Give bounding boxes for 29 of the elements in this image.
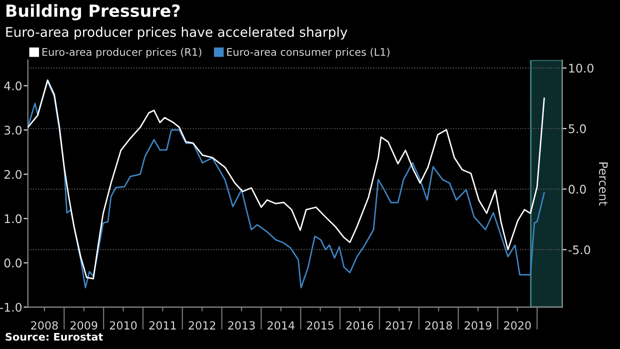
x-tick-label: 2009 <box>70 321 98 330</box>
x-tick-label: 2015 <box>307 321 334 330</box>
y-tick-label: 0.0 <box>4 258 22 268</box>
chart-subtitle: Euro-area producer prices have accelerated sharply <box>6 26 348 40</box>
x-tick-label: 2017 <box>386 321 412 330</box>
legend-label: Euro-area consumer prices (L1) <box>227 48 390 58</box>
y2-tick-label: -5.0 <box>568 245 590 254</box>
legend-label: Euro-area producer prices (R1) <box>42 48 202 58</box>
x-tick-label: 2020 <box>504 321 531 330</box>
x-tick-label: 2011 <box>149 321 176 330</box>
y2-tick-label: 10.0 <box>569 64 594 73</box>
x-tick-label: 2008 <box>31 321 58 330</box>
y-tick-label: 1.0 <box>4 214 22 224</box>
y-tick-label: 3.0 <box>4 126 22 135</box>
x-tick-label: 2016 <box>346 321 374 330</box>
y-tick-label: 4.0 <box>4 81 22 90</box>
y-tick-label: -1.0 <box>0 302 22 312</box>
x-tick-label: 2019 <box>464 321 492 330</box>
y2-tick-label: 5.0 <box>568 124 586 134</box>
x-tick-label: 2013 <box>228 321 255 330</box>
x-tick-label: 2010 <box>110 321 137 330</box>
x-tick-label: 2012 <box>188 321 216 330</box>
chart-title: Building Pressure? <box>6 4 180 20</box>
y-tick-label: 2.0 <box>4 170 22 179</box>
x-tick-label: 2018 <box>425 321 452 330</box>
x-tick-label: 2014 <box>268 321 294 330</box>
source-note: Source: Eurostat <box>6 332 103 341</box>
y2-axis-title: Percent <box>598 162 608 206</box>
y2-tick-label: 0.0 <box>568 184 586 194</box>
